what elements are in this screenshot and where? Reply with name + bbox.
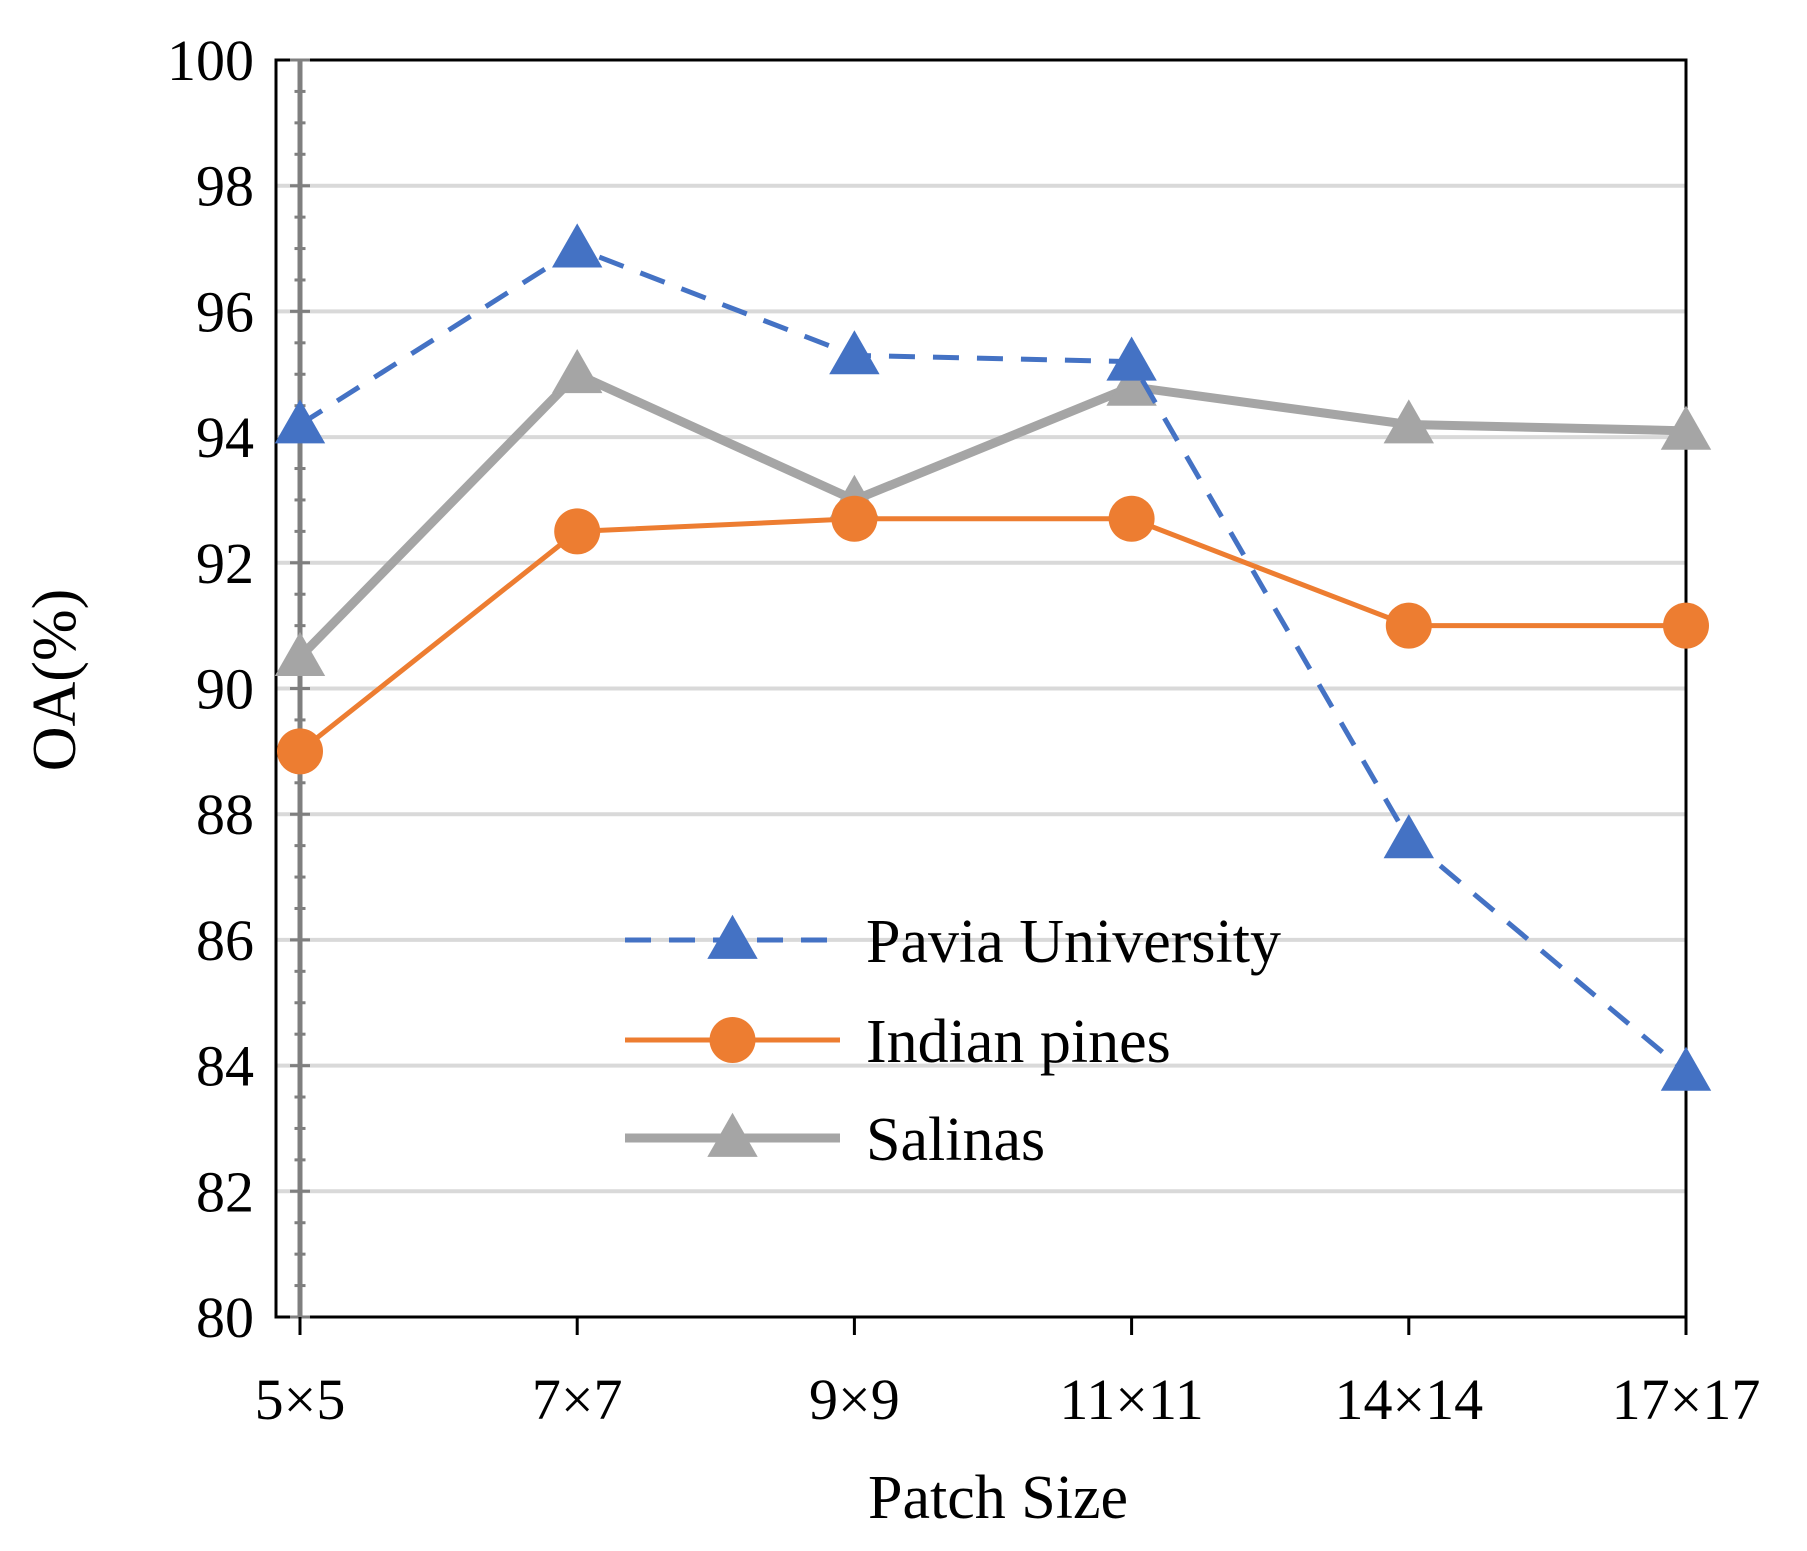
y-tick-label: 84 bbox=[196, 1034, 254, 1099]
y-tick-label: 98 bbox=[196, 154, 254, 219]
legend-marker bbox=[709, 1017, 756, 1063]
x-tick-label: 5×5 bbox=[255, 1367, 346, 1432]
x-tick-label: 14×14 bbox=[1334, 1367, 1483, 1432]
series-salinas bbox=[274, 349, 1712, 676]
data-point bbox=[829, 330, 880, 375]
series-line bbox=[298, 246, 1688, 1074]
y-tick-label: 86 bbox=[196, 908, 254, 973]
plot-frame bbox=[274, 58, 1688, 1319]
y-tick-label: 88 bbox=[196, 782, 254, 847]
x-tick-label: 7×7 bbox=[532, 1367, 623, 1432]
data-point bbox=[1663, 602, 1709, 649]
data-point bbox=[1383, 814, 1434, 859]
series-line bbox=[298, 516, 1686, 754]
data-point bbox=[1108, 495, 1155, 542]
x-tick-label: 17×17 bbox=[1612, 1367, 1761, 1432]
data-point bbox=[554, 508, 601, 555]
legend-marker bbox=[707, 1112, 758, 1157]
axes bbox=[274, 58, 1688, 1335]
legend-label: Indian pines bbox=[866, 1008, 1171, 1076]
y-tick-label: 94 bbox=[196, 405, 254, 470]
y-axis-title: OA(%) bbox=[21, 589, 89, 772]
x-tick-label: 9×9 bbox=[809, 1367, 900, 1432]
data-point bbox=[1106, 336, 1157, 381]
legend-item: Salinas bbox=[625, 1106, 1045, 1174]
y-tick-label: 92 bbox=[196, 531, 254, 596]
y-tick-label: 90 bbox=[196, 657, 254, 722]
data-point bbox=[552, 349, 603, 394]
data-point bbox=[1660, 1046, 1712, 1091]
y-tick-label: 96 bbox=[196, 279, 254, 344]
legend-marker bbox=[707, 914, 758, 959]
legend: Pavia University Indian pines Salinas bbox=[625, 908, 1281, 1174]
series-line bbox=[296, 369, 1687, 661]
data-point bbox=[274, 631, 326, 676]
data-point bbox=[1660, 405, 1712, 450]
y-tick-label: 100 bbox=[167, 28, 254, 93]
series-pavia-university bbox=[274, 223, 1712, 1091]
series-indian-pines bbox=[277, 495, 1709, 775]
x-tick-label: 11×11 bbox=[1059, 1367, 1203, 1432]
legend-item: Indian pines bbox=[625, 1008, 1171, 1076]
tick-labels: 80 82 84 86 88 90 92 94 96 98 100 5×5 7×7 9×9 11×11 14×… bbox=[167, 28, 1760, 1432]
series-group bbox=[274, 223, 1712, 1091]
data-point bbox=[274, 399, 326, 444]
legend-label: Pavia University bbox=[866, 908, 1281, 976]
data-point bbox=[277, 728, 323, 775]
legend-item: Pavia University bbox=[625, 908, 1281, 976]
y-tick-label: 80 bbox=[196, 1285, 254, 1350]
x-axis-title: Patch Size bbox=[868, 1464, 1128, 1532]
data-point bbox=[1385, 602, 1432, 649]
data-point bbox=[1106, 361, 1157, 406]
y-tick-label: 82 bbox=[196, 1159, 254, 1224]
legend-label: Salinas bbox=[866, 1106, 1045, 1174]
data-point bbox=[552, 223, 603, 268]
data-point bbox=[1383, 399, 1434, 444]
data-point bbox=[831, 495, 878, 542]
